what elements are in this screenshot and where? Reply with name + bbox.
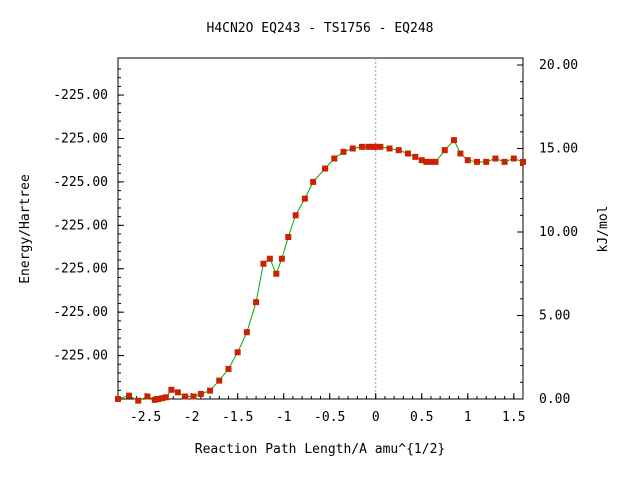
left-tick-label: -225.00 [53,218,108,233]
data-point [418,157,425,164]
data-point [492,155,499,162]
data-point [301,195,308,202]
right-tick-label: 5.00 [539,309,570,324]
data-point [216,377,223,384]
data-point [292,212,299,219]
x-axis-title: Reaction Path Length/A amu^{1/2} [195,442,445,457]
data-point [126,392,133,399]
left-tick-label: -225.00 [53,305,108,320]
data-point [159,395,166,402]
data-point [190,393,197,400]
data-point [162,394,169,401]
left-axis-title: Energy/Hartree [18,174,33,284]
data-point [441,147,448,154]
x-tick-label: -0.5 [314,410,345,425]
data-point [450,137,457,144]
data-point [386,145,393,152]
x-tick-label: 0 [372,410,380,425]
data-point [266,255,273,262]
data-point [510,155,517,162]
data-point [427,158,434,165]
data-point [349,145,356,152]
left-tick-label: -225.00 [53,131,108,146]
data-point [340,148,347,155]
x-tick-label: -2 [184,410,200,425]
chart-title: H4CN2O EQ243 - TS1756 - EQ248 [207,21,434,36]
data-point [464,157,471,164]
energy-curve-line [117,139,524,402]
data-point [225,365,232,372]
data-point [365,143,372,150]
data-point [151,396,158,403]
data-point [174,389,181,396]
right-axis-ticks: 0.00 5.00 10.00 15.00 20.00 [517,58,578,407]
data-point [260,260,267,267]
data-point [234,349,241,356]
data-point [285,234,292,241]
data-point [273,270,280,277]
data-point [115,396,121,402]
left-tick-label: -225.00 [53,349,108,364]
data-point [197,390,204,397]
data-point [358,143,365,150]
left-axis-ticks: -225.00 -225.00 -225.00 -225.00 -225.00 -225.… [53,68,124,400]
data-point [243,329,250,336]
right-tick-label: 0.00 [539,392,570,407]
left-tick-label: -225.00 [53,262,108,277]
data-point [322,165,329,172]
data-point [520,158,526,165]
right-tick-label: 20.00 [539,58,578,73]
data-point [207,387,214,394]
data-point [278,255,285,262]
plot-frame [117,57,524,400]
right-axis-title: kJ/mol [596,206,611,253]
data-point [432,158,439,165]
data-point [135,397,142,404]
x-axis-ticks: -2.5 -2 -1.5 -1 -0.5 0 0.5 1 1.5 [117,393,526,425]
data-point [377,143,384,150]
data-point [144,393,151,400]
left-tick-label: -225.00 [53,175,108,190]
left-tick-label: -225.00 [53,88,108,103]
data-point [457,150,464,157]
x-tick-label: 1 [464,410,472,425]
right-tick-label: 10.00 [539,225,578,240]
x-tick-label: -1 [276,410,292,425]
data-point [423,158,430,165]
data-point [182,393,189,400]
x-tick-label: -1.5 [222,410,253,425]
data-point [412,153,419,160]
x-tick-label: -2.5 [130,410,161,425]
data-point [483,158,490,165]
data-point [155,396,162,402]
data-point [395,147,402,154]
right-tick-label: 15.00 [539,142,578,157]
data-point [501,158,508,165]
x-tick-label: 1.5 [502,410,525,425]
data-point [473,158,480,165]
data-point [372,143,379,150]
data-point [404,150,411,157]
data-point [253,299,260,306]
data-point [168,386,175,393]
data-point [331,155,338,162]
data-point-markers [115,137,526,404]
data-point [310,178,317,185]
x-tick-label: 0.5 [410,410,433,425]
